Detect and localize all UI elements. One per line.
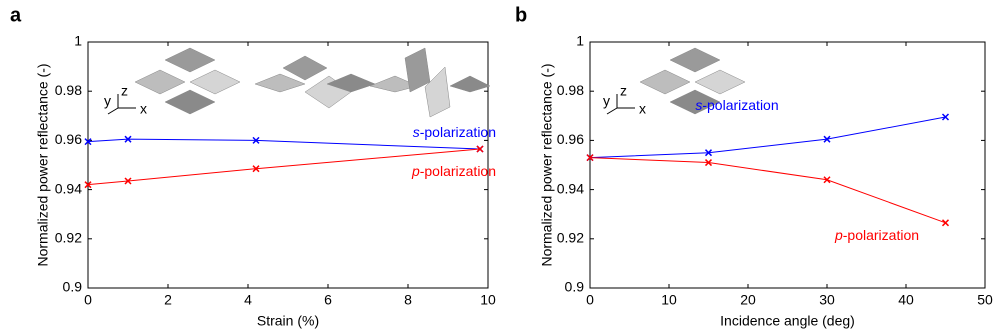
x-axis-label: Strain (%) <box>257 313 319 329</box>
x-tick-label: 6 <box>324 292 332 308</box>
x-tick-label: 10 <box>661 292 677 308</box>
y-tick-label: 0.94 <box>557 180 584 196</box>
inset-axes <box>606 94 635 115</box>
inset-axis-label: z <box>620 83 627 99</box>
inset-shape <box>449 75 491 93</box>
x-axis-label: Incidence angle (deg) <box>720 313 855 329</box>
inset-axis-label: x <box>639 101 646 117</box>
x-tick-label: 10 <box>480 292 496 308</box>
marker <box>476 145 484 153</box>
series-label: s-polarization <box>413 124 496 140</box>
marker <box>84 181 92 189</box>
marker <box>941 219 950 227</box>
inset-shape <box>694 69 746 95</box>
inset-shape <box>639 69 691 95</box>
panel: a 0 2 4 6 8 10 0.9 0.92 0.94 0.96 0.98 1 Strain (%) No… <box>10 4 496 328</box>
inset-shape <box>134 69 186 95</box>
inset-shape <box>669 47 721 73</box>
marker <box>704 149 713 157</box>
marker <box>823 135 831 143</box>
series-line <box>589 157 946 224</box>
y-tick-label: 0.98 <box>557 82 584 98</box>
inset-axis-label: y <box>104 93 111 109</box>
y-tick-label: 0.98 <box>55 82 82 98</box>
marker <box>823 176 831 184</box>
series-label: p-polarization <box>834 227 919 243</box>
series-line <box>87 138 481 150</box>
y-tick-label: 0.9 <box>565 279 585 295</box>
inset-shape <box>254 73 306 93</box>
y-tick-label: 0.9 <box>63 279 83 295</box>
marker <box>252 165 260 173</box>
x-tick-label: 8 <box>404 292 412 308</box>
marker <box>252 136 260 144</box>
y-tick-label: 0.96 <box>55 131 82 147</box>
inset-shape <box>282 55 328 81</box>
x-tick-label: 2 <box>164 292 172 308</box>
inset-shape <box>164 89 216 115</box>
series-line <box>589 116 946 159</box>
x-tick-label: 4 <box>244 292 252 308</box>
inset-axis-label: x <box>140 101 147 117</box>
x-tick-label: 50 <box>977 292 993 308</box>
series-label: p-polarization <box>411 163 496 179</box>
marker <box>704 159 713 167</box>
axes-box <box>87 41 489 289</box>
marker <box>941 113 950 121</box>
inset-axis-label: y <box>603 93 610 109</box>
y-axis-label: Normalized power reflectance (-) <box>35 63 51 266</box>
y-tick-label: 1 <box>74 33 82 49</box>
panel-label: b <box>515 4 527 26</box>
x-tick-label: 30 <box>819 292 835 308</box>
inset-shape <box>189 69 241 95</box>
y-tick-label: 0.92 <box>557 230 584 246</box>
x-tick-label: 0 <box>84 292 92 308</box>
series-line <box>87 148 481 186</box>
panel-label: a <box>10 4 22 26</box>
series-label: s-polarization <box>695 97 778 113</box>
inset-shape <box>669 89 721 115</box>
inset-shape <box>424 66 451 118</box>
x-tick-label: 20 <box>740 292 756 308</box>
panel: b 0 10 20 30 40 50 0.9 0.92 0.94 0.96 0.98 1 Incidenc… <box>515 4 993 328</box>
y-tick-label: 0.96 <box>557 131 584 147</box>
y-tick-label: 0.92 <box>55 230 82 246</box>
y-tick-label: 1 <box>576 33 584 49</box>
marker <box>124 177 132 185</box>
axes-box <box>589 41 986 289</box>
inset-shape <box>164 47 216 73</box>
marker <box>586 154 594 162</box>
y-axis-label: Normalized power reflectance (-) <box>539 63 555 266</box>
x-tick-label: 40 <box>898 292 914 308</box>
inset-axes <box>107 94 136 115</box>
y-tick-label: 0.94 <box>55 180 82 196</box>
marker <box>84 138 92 146</box>
marker <box>124 135 132 143</box>
x-tick-label: 0 <box>586 292 594 308</box>
inset-axis-label: z <box>121 83 128 99</box>
